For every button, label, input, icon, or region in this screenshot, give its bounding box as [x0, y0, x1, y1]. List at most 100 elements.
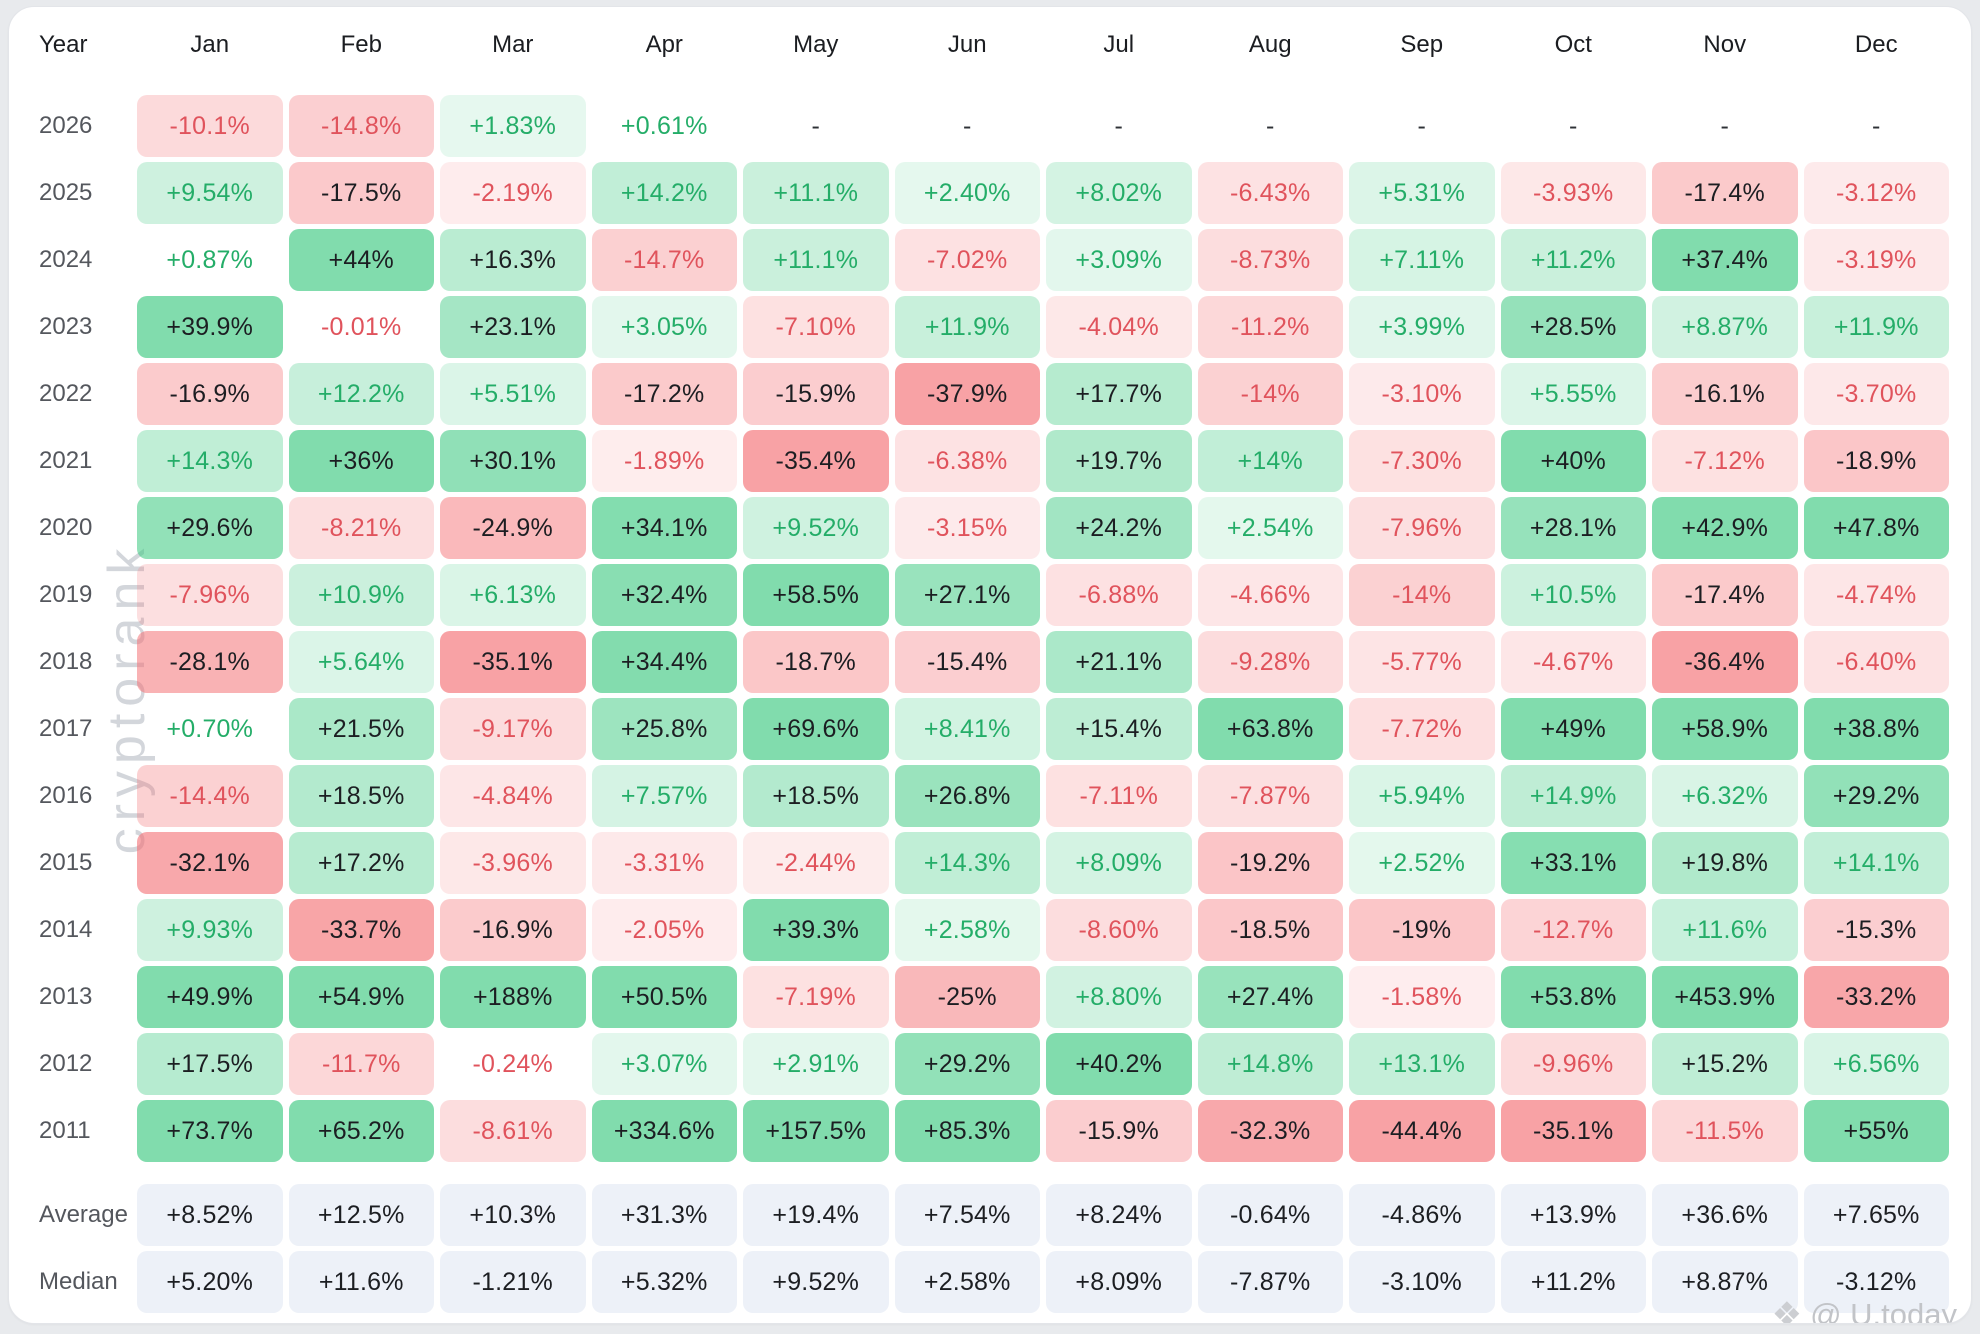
- column-header-dec: Dec: [1854, 31, 1898, 58]
- heatmap-cell: +11.6%: [1652, 899, 1798, 961]
- heatmap-cell: +14.3%: [894, 832, 1040, 894]
- heatmap-cell: -17.4%: [1652, 564, 1798, 626]
- heatmap-cell: -8.21%: [288, 497, 434, 559]
- heatmap-cell: -7.11%: [1046, 765, 1192, 827]
- heatmap-cell: -35.1%: [440, 631, 586, 693]
- heatmap-cell: +28.5%: [1500, 296, 1646, 358]
- heatmap-cell: +65.2%: [288, 1100, 434, 1162]
- stats-cell: +8.09%: [1046, 1251, 1192, 1313]
- heatmap-cell: +26.8%: [894, 765, 1040, 827]
- heatmap-cell: +58.5%: [743, 564, 889, 626]
- heatmap-cell: -35.1%: [1500, 1100, 1646, 1162]
- heatmap-cell: +37.4%: [1652, 229, 1798, 291]
- heatmap-cell: -17.4%: [1652, 162, 1798, 224]
- heatmap-cell: +8.80%: [1046, 966, 1192, 1028]
- heatmap-cell: +11.1%: [743, 229, 889, 291]
- heatmap-cell: +9.93%: [137, 899, 283, 961]
- heatmap-cell: -7.12%: [1652, 430, 1798, 492]
- heatmap-cell: +5.55%: [1500, 363, 1646, 425]
- row-year-label: 2024: [39, 246, 93, 273]
- heatmap-cell: +55%: [1803, 1100, 1949, 1162]
- heatmap-cell: -18.9%: [1803, 430, 1949, 492]
- heatmap-cell: +49.9%: [137, 966, 283, 1028]
- column-header-jun: Jun: [947, 31, 987, 58]
- heatmap-cell: +334.6%: [591, 1100, 737, 1162]
- heatmap-cell: -5.77%: [1349, 631, 1495, 693]
- heatmap-cell: -19%: [1349, 899, 1495, 961]
- heatmap-cell: -9.96%: [1500, 1033, 1646, 1095]
- heatmap-cell: +27.4%: [1197, 966, 1343, 1028]
- stats-cell: -3.10%: [1349, 1251, 1495, 1313]
- stats-spacer: [31, 1167, 1949, 1179]
- row-year-label: 2016: [39, 782, 93, 809]
- heatmap-cell: +453.9%: [1652, 966, 1798, 1028]
- heatmap-cell: +0.70%: [166, 714, 254, 743]
- heatmap-card: cryptorank Year Jan Feb Mar Apr May Jun Jul Aug S…: [8, 6, 1972, 1324]
- heatmap-cell: -24.9%: [440, 497, 586, 559]
- row-year-label: 2012: [39, 1050, 93, 1077]
- heatmap-cell: +32.4%: [591, 564, 737, 626]
- stats-row-label: Median: [39, 1268, 118, 1295]
- heatmap-cell: -15.3%: [1803, 899, 1949, 961]
- heatmap-cell: -18.7%: [743, 631, 889, 693]
- heatmap-cell: -6.40%: [1803, 631, 1949, 693]
- stats-cell: +7.54%: [894, 1184, 1040, 1246]
- row-year-label: 2015: [39, 849, 93, 876]
- heatmap-cell: +19.7%: [1046, 430, 1192, 492]
- heatmap-cell: -8.61%: [440, 1100, 586, 1162]
- row-year-label: 2026: [39, 112, 93, 139]
- heatmap-cell: +8.41%: [894, 698, 1040, 760]
- row-year-label: 2021: [39, 447, 93, 474]
- stats-cell: +8.52%: [137, 1184, 283, 1246]
- stats-cell: -7.87%: [1197, 1251, 1343, 1313]
- heatmap-cell: +69.6%: [743, 698, 889, 760]
- heatmap-cell: -35.4%: [743, 430, 889, 492]
- heatmap-cell: +30.1%: [440, 430, 586, 492]
- heatmap-cell: +21.5%: [288, 698, 434, 760]
- heatmap-cell: +29.6%: [137, 497, 283, 559]
- heatmap-cell: -25%: [894, 966, 1040, 1028]
- heatmap-cell: -2.05%: [591, 899, 737, 961]
- heatmap-cell: -10.1%: [137, 95, 283, 157]
- heatmap-cell: +3.05%: [591, 296, 737, 358]
- stats-cell: +7.65%: [1803, 1184, 1949, 1246]
- heatmap-cell: +11.9%: [1803, 296, 1949, 358]
- heatmap-cell: -14.8%: [288, 95, 434, 157]
- stats-cell: -3.12%: [1803, 1251, 1949, 1313]
- stats-cell: +9.52%: [743, 1251, 889, 1313]
- heatmap-cell: +39.9%: [137, 296, 283, 358]
- heatmap-cell: -7.96%: [1349, 497, 1495, 559]
- heatmap-cell: +188%: [440, 966, 586, 1028]
- column-header-oct: Oct: [1554, 31, 1592, 58]
- heatmap-cell: -0.01%: [321, 312, 402, 341]
- heatmap-cell: -14.7%: [591, 229, 737, 291]
- heatmap-cell: +14.1%: [1803, 832, 1949, 894]
- stats-cell: -1.21%: [440, 1251, 586, 1313]
- heatmap-cell: -16.9%: [440, 899, 586, 961]
- heatmap-cell: -14%: [1349, 564, 1495, 626]
- heatmap-cell: +14.2%: [591, 162, 737, 224]
- heatmap-cell: -44.4%: [1349, 1100, 1495, 1162]
- heatmap-cell: -14%: [1197, 363, 1343, 425]
- stats-cell: -4.86%: [1349, 1184, 1495, 1246]
- heatmap-cell: +157.5%: [743, 1100, 889, 1162]
- column-header-nov: Nov: [1703, 31, 1747, 58]
- heatmap-cell: -7.96%: [137, 564, 283, 626]
- heatmap-cell: +9.52%: [743, 497, 889, 559]
- row-year-label: 2025: [39, 179, 93, 206]
- stats-row-label: Average: [39, 1201, 128, 1228]
- stats-cell: -0.64%: [1197, 1184, 1343, 1246]
- heatmap-cell: -6.43%: [1197, 162, 1343, 224]
- heatmap-cell: +39.3%: [743, 899, 889, 961]
- heatmap-cell: +0.61%: [620, 111, 708, 140]
- heatmap-cell: +49%: [1500, 698, 1646, 760]
- heatmap-cell: +28.1%: [1500, 497, 1646, 559]
- heatmap-cell: +3.99%: [1349, 296, 1495, 358]
- heatmap-cell: +6.32%: [1652, 765, 1798, 827]
- heatmap-cell: -28.1%: [137, 631, 283, 693]
- heatmap-cell: +27.1%: [894, 564, 1040, 626]
- heatmap-cell: -6.38%: [894, 430, 1040, 492]
- heatmap-cell: -1.89%: [591, 430, 737, 492]
- row-year-label: 2022: [39, 380, 93, 407]
- heatmap-cell: -7.30%: [1349, 430, 1495, 492]
